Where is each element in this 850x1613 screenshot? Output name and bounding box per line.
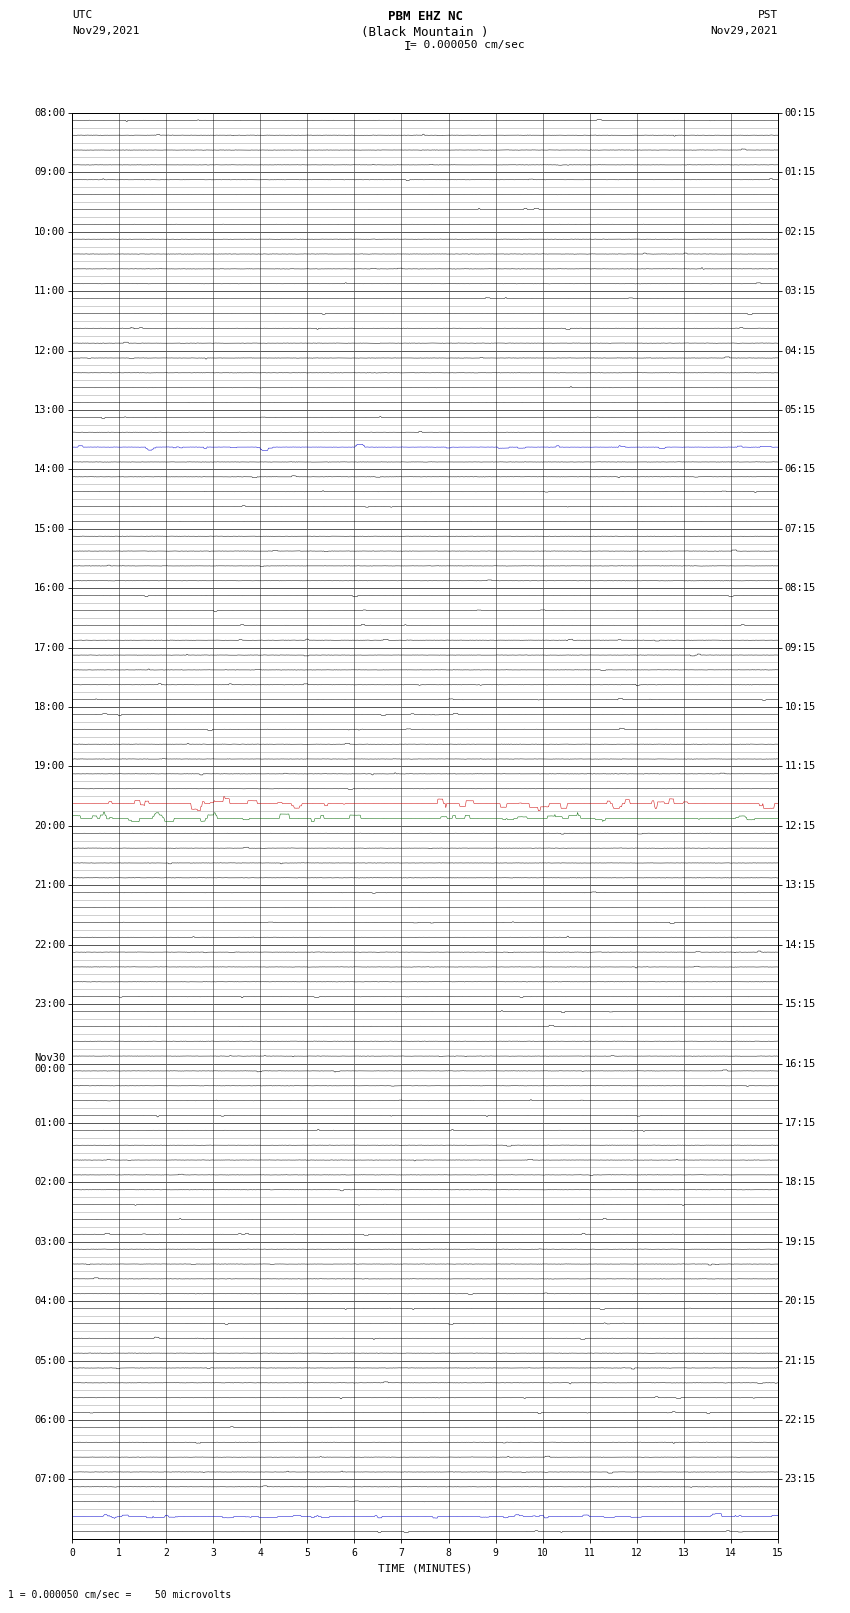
Text: Nov29,2021: Nov29,2021 xyxy=(711,26,778,35)
Text: UTC: UTC xyxy=(72,10,93,19)
Text: = 0.000050 cm/sec: = 0.000050 cm/sec xyxy=(410,40,524,50)
Text: PST: PST xyxy=(757,10,778,19)
X-axis label: TIME (MINUTES): TIME (MINUTES) xyxy=(377,1563,473,1573)
Text: PBM EHZ NC: PBM EHZ NC xyxy=(388,10,462,23)
Text: Nov29,2021: Nov29,2021 xyxy=(72,26,139,35)
Text: (Black Mountain ): (Black Mountain ) xyxy=(361,26,489,39)
Text: I: I xyxy=(404,40,411,53)
Text: 1 = 0.000050 cm/sec =    50 microvolts: 1 = 0.000050 cm/sec = 50 microvolts xyxy=(8,1590,232,1600)
